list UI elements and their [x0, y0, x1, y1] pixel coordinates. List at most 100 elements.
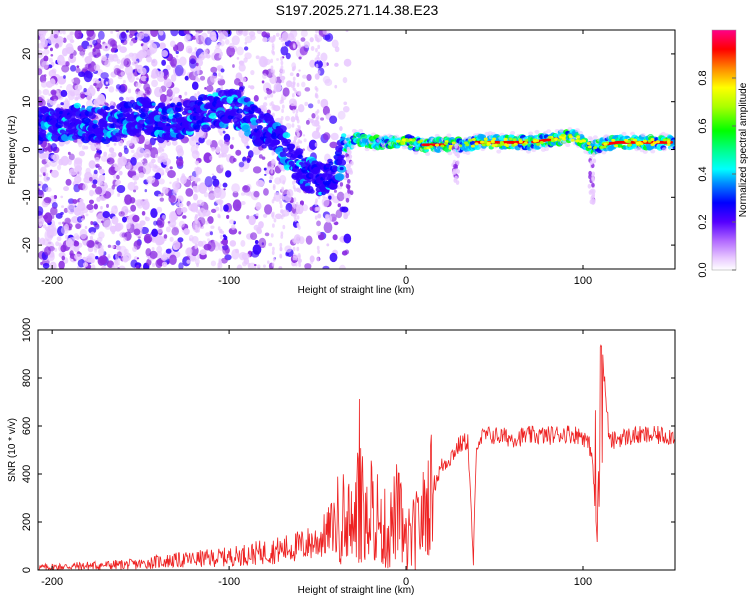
spectrogram-streak-blob: [292, 246, 296, 252]
spectrogram-noise-blob: [111, 263, 119, 269]
spectrogram-noise-blob: [210, 208, 217, 214]
spectrogram-noise-blob: [91, 183, 97, 189]
spectrogram-noise-blob: [62, 221, 66, 225]
spectrogram-streak-blob: [314, 93, 318, 99]
spectrogram-noise-blob: [257, 264, 261, 269]
colorbar-label: Normalized spectral amplitude: [738, 82, 749, 217]
spectrogram-noise-blob: [238, 231, 242, 235]
spectrogram-noise-blob: [151, 79, 158, 88]
spectrogram-noise-blob: [117, 193, 121, 198]
spectrogram-noise-blob: [43, 173, 46, 177]
spectrogram-tail-blob: [591, 152, 596, 157]
spectrogram-noise-blob: [176, 177, 180, 182]
spectrogram-streak-blob: [292, 109, 296, 114]
spectrogram-ridge-blob: [176, 101, 182, 107]
spectrogram-noise-blob: [238, 63, 246, 72]
spectrogram-tail-blob: [348, 154, 353, 160]
spectrogram-noise-blob: [72, 199, 78, 204]
spectrogram-noise-blob: [118, 265, 126, 269]
spectrogram-streak-blob: [279, 242, 283, 248]
spectrogram-noise-blob: [151, 75, 154, 78]
spectrogram-noise-blob: [171, 227, 180, 236]
spectrogram-noise-blob: [187, 47, 193, 54]
spectrogram-noise-blob: [132, 60, 139, 66]
spectrogram-streak-blob: [294, 262, 298, 267]
spectrogram-halo-blob: [640, 133, 646, 138]
spectrogram-noise-blob: [166, 88, 173, 97]
spectrogram-streak-blob: [270, 212, 274, 218]
spectrogram-noise-blob: [284, 245, 292, 253]
spectrogram-noise-blob: [97, 30, 105, 40]
spectrogram-streak-blob: [272, 69, 276, 74]
spectrogram-streak-blob: [196, 200, 200, 205]
spectrogram-streak-blob: [280, 115, 284, 121]
spectrogram-streak-blob: [195, 227, 199, 232]
spectrogram-noise-blob: [92, 179, 98, 185]
spectrogram-noise-blob: [99, 44, 103, 50]
spectrogram-noise-blob: [202, 209, 211, 217]
spectrogram-noise-blob: [239, 167, 245, 173]
spectrogram-noise-blob: [246, 145, 250, 149]
spectrogram-noise-blob: [81, 218, 84, 221]
spectrogram-highlight-blob: [401, 138, 406, 142]
spectrogram-noise-blob: [128, 52, 134, 57]
spectrogram-noise-blob: [337, 203, 341, 208]
spectrogram-streak-blob: [294, 217, 297, 223]
colorbar-gradient: [712, 30, 736, 270]
snr-x-tick-label: 100: [574, 576, 592, 588]
colorbar: 0.0 0.2 0.4 0.6 0.8 Normalized spectral ampl…: [697, 29, 749, 278]
spectrogram-noise-blob: [332, 234, 338, 241]
spectrogram-noise-blob: [261, 105, 265, 109]
spectrogram-noise-blob: [243, 46, 249, 51]
spectrogram-noise-blob: [74, 84, 83, 91]
spectrogram-noise-blob: [92, 47, 101, 59]
spectrogram-streak-blob: [279, 253, 283, 259]
spectrogram-noise-blob: [50, 143, 58, 152]
spectrogram-highlight-blob: [512, 138, 517, 142]
spectrogram-highlight-blob: [480, 140, 485, 144]
spectrogram-noise-blob: [53, 34, 58, 39]
spectrogram-streak-blob: [279, 99, 283, 105]
spectrogram-noise-blob: [186, 259, 191, 264]
spectrogram-tail-blob: [590, 188, 594, 194]
spectrogram-highlight-blob: [533, 139, 538, 143]
spectrogram-noise-blob: [264, 173, 267, 176]
spectrogram-tail-blob: [347, 178, 351, 184]
spectrogram-noise-blob: [96, 236, 103, 243]
spectrogram-streak-blob: [194, 47, 198, 52]
spectrogram-noise-blob: [140, 75, 148, 82]
spectrogram-noise-blob: [181, 173, 186, 179]
spectrogram-ridge-blob: [59, 129, 66, 134]
spectrogram-streak-blob: [296, 215, 300, 220]
spectrogram-noise-blob: [240, 76, 247, 83]
spectrogram-noise-blob: [64, 217, 71, 224]
spectrogram-tail-blob: [589, 160, 594, 166]
spectrogram-noise-blob: [311, 120, 320, 127]
spectrogram-noise-blob: [62, 37, 67, 43]
spectrogram-noise-blob: [298, 56, 302, 60]
spectrogram-noise-blob: [101, 265, 107, 269]
spectrogram-noise-blob: [207, 240, 216, 252]
spectrogram-streak-blob: [293, 37, 296, 42]
spectrogram-noise-blob: [150, 208, 158, 219]
spectrogram-noise-blob: [163, 234, 168, 239]
spectrogram-streak-blob: [292, 256, 296, 261]
spectrogram-noise-blob: [182, 215, 187, 219]
spectrogram-noise-blob: [236, 46, 244, 56]
spectrogram-noise-blob: [235, 149, 242, 156]
spectrogram-streak-blob: [291, 93, 295, 98]
spectrogram-streak-blob: [197, 254, 200, 259]
spectrogram-streak-blob: [316, 38, 320, 43]
spectrogram-streak-blob: [292, 82, 296, 88]
spectrogram-noise-blob: [54, 43, 59, 49]
spectrogram-streak-blob: [296, 239, 300, 245]
spectrogram-highlight-blob: [400, 141, 405, 145]
spectrogram-tail-blob: [345, 157, 350, 163]
spectrogram-streak-blob: [297, 41, 301, 47]
spectrogram-noise-blob: [302, 134, 306, 137]
spectrogram-noise-blob: [321, 196, 330, 208]
spectrogram-noise-blob: [220, 257, 228, 264]
spectrogram-noise-blob: [142, 162, 152, 175]
spectrogram-streak-blob: [217, 67, 221, 72]
spectrogram-noise-blob: [305, 235, 313, 245]
